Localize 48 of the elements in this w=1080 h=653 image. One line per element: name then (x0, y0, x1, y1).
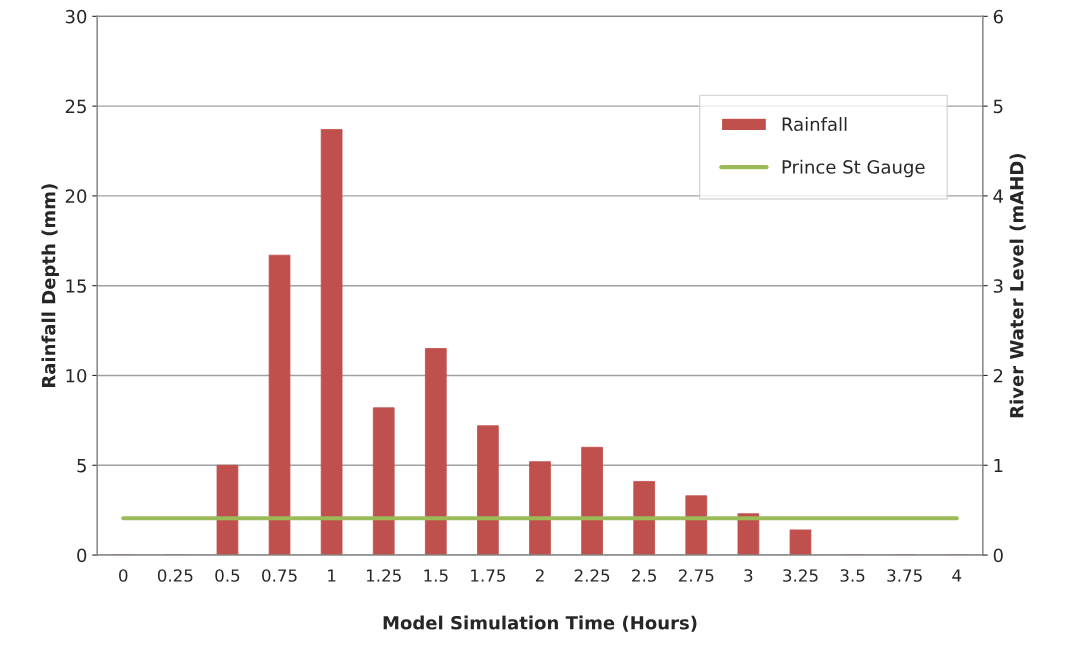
y-tick-label: 25 (65, 99, 86, 114)
y-tick-label: 0 (77, 548, 87, 563)
legend-label: Rainfall (782, 117, 847, 132)
x-tick-label: 3.75 (887, 569, 922, 582)
x-tick-label: 0 (119, 569, 128, 582)
x-tick-label: 3.25 (783, 569, 818, 582)
x-tick-label: 3 (744, 569, 753, 582)
bar (789, 529, 812, 556)
bar (633, 481, 656, 556)
x-tick-label: 0.75 (262, 569, 297, 582)
x-tick-label: 0.5 (215, 569, 240, 582)
x-tick-label: 2.25 (574, 569, 610, 582)
y2-tick-label: 5 (993, 99, 1003, 114)
x-tick-label: 1.75 (471, 569, 506, 582)
x-tick-label: 4 (952, 569, 962, 582)
y-tick-label: 10 (66, 368, 87, 383)
x-tick-label: 1.5 (424, 569, 448, 582)
x-tick-label: 2.75 (678, 569, 714, 582)
x-tick-label: 3.5 (840, 569, 865, 582)
legend-label: Prince St Gauge (782, 159, 925, 178)
y2-tick-label: 0 (993, 548, 1003, 563)
y-tick-label: 20 (65, 189, 87, 204)
y-tick-label: 15 (66, 279, 86, 293)
y2-tick-label: 1 (994, 458, 1003, 473)
bar (529, 461, 551, 556)
bar (477, 425, 499, 556)
y-tick-label: 30 (65, 9, 87, 24)
x-tick-label: 0.25 (157, 569, 193, 582)
x-tick-label: 1 (328, 569, 336, 582)
x-tick-label: 2.5 (632, 569, 656, 582)
y2-axis-title: River Water Level (mAHD) (1009, 154, 1026, 418)
y2-tick-label: 4 (993, 189, 1003, 203)
x-tick-label: 2 (535, 569, 544, 582)
x-axis-title: Model Simulation Time (Hours) (383, 615, 697, 632)
bar (424, 348, 447, 556)
bar (372, 407, 395, 556)
x-tick-label: 1.25 (366, 569, 401, 582)
y2-tick-label: 2 (993, 368, 1003, 383)
bar (216, 464, 239, 556)
bar (320, 129, 343, 556)
y-tick-label: 5 (77, 458, 86, 473)
y2-tick-label: 6 (993, 9, 1003, 24)
y2-tick-label: 3 (993, 279, 1003, 293)
bar (581, 446, 603, 556)
bar (268, 254, 291, 556)
bar (685, 495, 708, 556)
y-axis-title: Rainfall Depth (mm) (41, 184, 59, 387)
bar (737, 513, 760, 556)
